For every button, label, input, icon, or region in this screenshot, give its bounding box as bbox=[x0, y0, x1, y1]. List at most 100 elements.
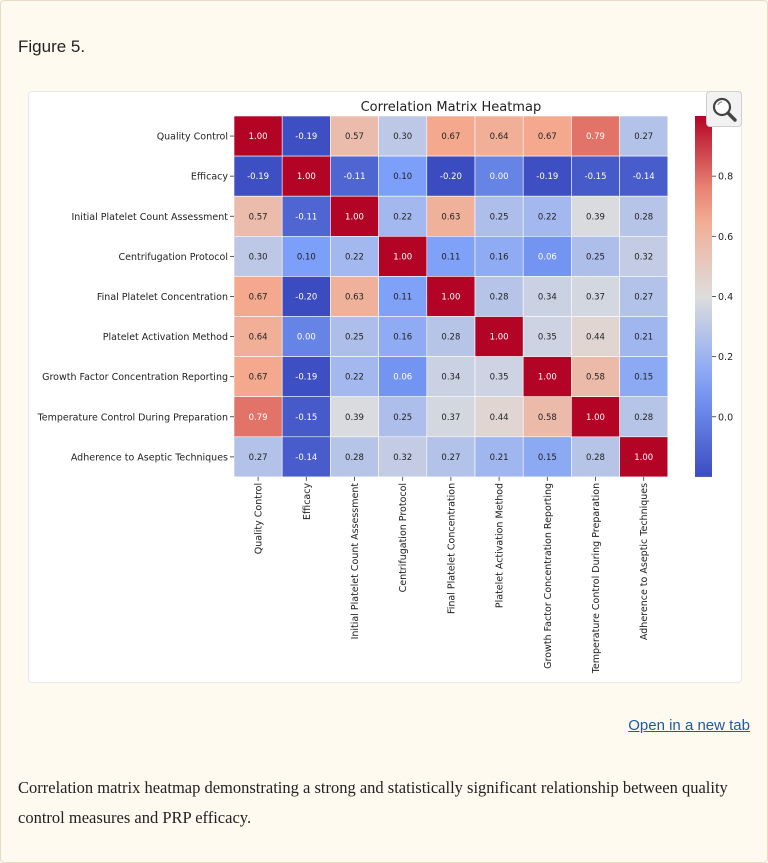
cell-value-label: 0.64 bbox=[490, 132, 509, 142]
cell-value-label: -0.11 bbox=[295, 212, 317, 222]
cell-value-label: 0.39 bbox=[345, 413, 364, 423]
heatmap-cell bbox=[571, 236, 620, 277]
cell-value-label: 0.16 bbox=[490, 252, 509, 262]
cell-value-label: 0.25 bbox=[345, 333, 364, 343]
heatmap-cell bbox=[378, 195, 428, 237]
colorbar-tick-label: 0.4 bbox=[718, 292, 733, 303]
cell-value-label: 0.64 bbox=[249, 333, 268, 343]
cell-value-label: 0.15 bbox=[634, 373, 653, 383]
x-tick-label: Final Platelet Concentration bbox=[446, 483, 457, 614]
x-tick-label: Centrifugation Protocol bbox=[398, 483, 409, 593]
cell-value-label: 0.27 bbox=[249, 453, 268, 463]
cell-value-label: 0.27 bbox=[441, 453, 460, 463]
heatmap-cell bbox=[233, 276, 283, 317]
heatmap-cell bbox=[522, 276, 572, 317]
heatmap-cell bbox=[330, 436, 379, 478]
heatmap-cell bbox=[233, 115, 283, 157]
cell-value-label: 0.67 bbox=[538, 132, 557, 142]
y-tick-label: Platelet Activation Method bbox=[103, 332, 228, 343]
cell-value-label: 1.00 bbox=[634, 453, 653, 463]
cell-value-label: 0.63 bbox=[345, 292, 364, 302]
heatmap-cell bbox=[522, 155, 572, 197]
heatmap-cell bbox=[619, 396, 669, 438]
cell-value-label: -0.19 bbox=[536, 172, 558, 182]
figure-image[interactable]: Correlation Matrix Heatmap 1.00 -0.19 0.57 0… bbox=[28, 91, 742, 683]
cell-value-label: 0.00 bbox=[297, 333, 316, 343]
cell-value-label: 0.22 bbox=[345, 252, 364, 262]
cell-value-label: 0.57 bbox=[345, 132, 364, 142]
heatmap-cell bbox=[233, 356, 283, 398]
y-tick-label: Efficacy bbox=[191, 172, 228, 183]
cell-value-label: 0.27 bbox=[634, 132, 653, 142]
cell-value-label: 0.67 bbox=[441, 132, 460, 142]
heatmap-cell bbox=[378, 436, 428, 478]
x-tick-label: Efficacy bbox=[302, 483, 313, 520]
cell-value-label: 0.10 bbox=[393, 172, 412, 182]
heatmap-cell bbox=[426, 115, 476, 157]
heatmap-cell bbox=[233, 436, 283, 478]
y-tick-label: Initial Platelet Count Assessment bbox=[71, 212, 228, 223]
colorbar-tick-label: 0.0 bbox=[718, 412, 733, 423]
heatmap-cell bbox=[426, 436, 476, 478]
cell-value-label: 0.35 bbox=[490, 373, 509, 383]
cell-value-label: 1.00 bbox=[441, 292, 460, 302]
cell-value-label: 0.44 bbox=[490, 413, 509, 423]
heatmap-cell bbox=[330, 276, 379, 317]
heatmap-cell bbox=[474, 436, 524, 478]
cell-value-label: 1.00 bbox=[249, 132, 268, 142]
heatmap-cell bbox=[474, 115, 524, 157]
cell-value-label: 0.63 bbox=[441, 212, 460, 222]
heatmap-cell bbox=[281, 236, 331, 277]
x-tick-label: Growth Factor Concentration Reporting bbox=[543, 483, 554, 669]
x-tick-label: Adherence to Aseptic Techniques bbox=[639, 483, 650, 640]
heatmap-cell bbox=[330, 316, 379, 357]
heatmap-cell bbox=[233, 236, 283, 277]
cell-value-label: 0.30 bbox=[249, 252, 268, 262]
heatmap-cell bbox=[426, 195, 476, 237]
heatmap-cell bbox=[378, 236, 428, 277]
cell-value-label: 0.11 bbox=[441, 252, 460, 262]
heatmap-cell bbox=[474, 276, 524, 317]
heatmap-cell bbox=[233, 195, 283, 237]
cell-value-label: 1.00 bbox=[490, 333, 509, 343]
cell-value-label: 0.27 bbox=[634, 292, 653, 302]
cell-value-label: 0.32 bbox=[393, 453, 412, 463]
heatmap-cell bbox=[281, 276, 331, 317]
cell-value-label: 0.06 bbox=[538, 252, 557, 262]
cell-value-label: 0.79 bbox=[249, 413, 268, 423]
heatmap-cell bbox=[619, 195, 669, 237]
heatmap-cell bbox=[330, 115, 379, 157]
y-tick-label: Centrifugation Protocol bbox=[119, 252, 229, 263]
cell-value-label: 0.28 bbox=[586, 453, 605, 463]
zoom-button[interactable] bbox=[706, 91, 742, 127]
heatmap-cell bbox=[281, 356, 331, 398]
heatmap-cell bbox=[619, 236, 669, 277]
heatmap-cell bbox=[619, 436, 669, 478]
heatmap-cell bbox=[426, 396, 476, 438]
heatmap-chart: Correlation Matrix Heatmap 1.00 -0.19 0.57 0… bbox=[37, 100, 734, 674]
cell-value-label: 0.10 bbox=[297, 252, 316, 262]
y-tick-label: Growth Factor Concentration Reporting bbox=[42, 372, 228, 383]
cell-value-label: -0.20 bbox=[295, 292, 317, 302]
cell-value-label: 0.25 bbox=[586, 252, 605, 262]
heatmap-cell bbox=[619, 316, 669, 357]
heatmap-cell bbox=[522, 356, 572, 398]
heatmap-cell bbox=[619, 276, 669, 317]
cell-value-label: 0.79 bbox=[586, 132, 605, 142]
cell-value-label: 0.28 bbox=[634, 413, 653, 423]
x-tick-label: Quality Control bbox=[254, 483, 265, 554]
heatmap-cell bbox=[378, 155, 428, 197]
cell-value-label: 0.44 bbox=[586, 333, 605, 343]
cell-value-label: 0.58 bbox=[586, 373, 605, 383]
cell-value-label: 1.00 bbox=[345, 212, 364, 222]
open-in-new-tab-link[interactable]: Open in a new tab bbox=[628, 717, 750, 734]
cell-value-label: 0.39 bbox=[586, 212, 605, 222]
cell-value-label: 0.25 bbox=[393, 413, 412, 423]
heatmap-cell bbox=[474, 396, 524, 438]
heatmap-cell bbox=[474, 316, 524, 357]
heatmap-cell bbox=[281, 316, 331, 357]
cell-value-label: 0.57 bbox=[249, 212, 268, 222]
heatmap-cell bbox=[571, 115, 620, 157]
cell-value-label: -0.19 bbox=[247, 172, 269, 182]
heatmap-cell bbox=[281, 115, 331, 157]
